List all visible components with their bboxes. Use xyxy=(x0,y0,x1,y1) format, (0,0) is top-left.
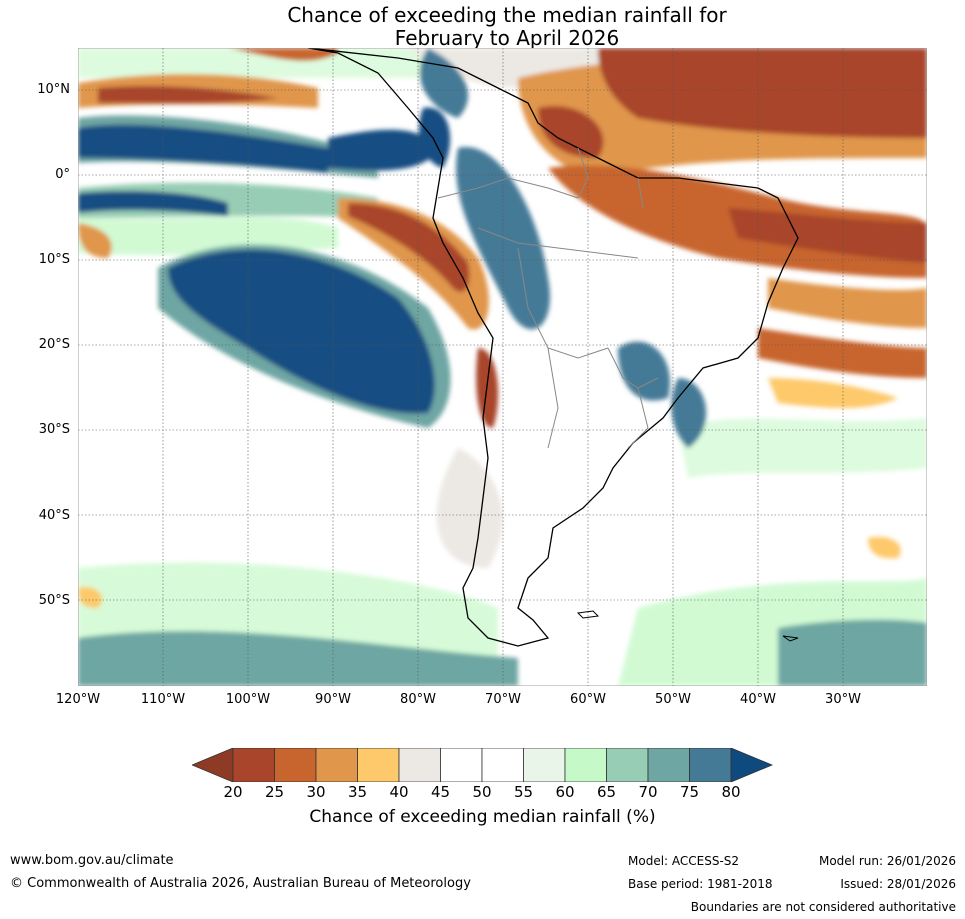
website-link[interactable]: www.bom.gov.au/climate xyxy=(10,853,174,868)
colorbar-segment xyxy=(274,748,317,782)
colorbar-segment xyxy=(398,748,441,782)
rainfall-map-svg xyxy=(78,48,927,686)
colorbar-tick: 55 xyxy=(513,783,534,801)
graticule xyxy=(78,48,927,686)
lon-label-100w: 100°W xyxy=(225,692,271,707)
colorbar-tick: 65 xyxy=(596,783,617,801)
lon-label-80w: 80°W xyxy=(400,692,436,707)
colorbar-tick: 35 xyxy=(347,783,368,801)
base-period: Base period: 1981-2018 xyxy=(628,877,773,891)
colorbar-segment xyxy=(689,748,732,782)
lat-label-30s: 30°S xyxy=(38,422,70,437)
colorbar-tick: 20 xyxy=(223,783,243,801)
colorbar-segment xyxy=(481,748,524,782)
title-line-1: Chance of exceeding the median rainfall … xyxy=(287,3,727,27)
colorbar-tick: 40 xyxy=(389,783,409,801)
lat-label-0: 0° xyxy=(55,167,70,182)
rainfall-field xyxy=(78,48,927,686)
colorbar-segment xyxy=(564,748,607,782)
colorbar-segment xyxy=(315,748,358,782)
colorbar-segment xyxy=(440,748,483,782)
lon-label-90w: 90°W xyxy=(315,692,351,707)
colorbar-tick: 80 xyxy=(721,783,741,801)
south-georgia xyxy=(782,635,799,642)
model-run-date: Model run: 26/01/2026 xyxy=(818,854,956,868)
colorbar-tick: 25 xyxy=(264,783,285,801)
lat-label-50s: 50°S xyxy=(38,593,70,608)
lon-label-120w: 120°W xyxy=(55,692,101,707)
lon-label-50w: 50°W xyxy=(655,692,691,707)
rainfall-map xyxy=(78,48,927,686)
lon-label-110w: 110°W xyxy=(140,692,186,707)
colorbar xyxy=(192,748,774,782)
lat-label-20s: 20°S xyxy=(38,337,70,352)
colorbar-label: Chance of exceeding median rainfall (%) xyxy=(309,807,656,827)
colorbar-segment xyxy=(232,748,275,782)
title-line-2: February to April 2026 xyxy=(394,26,620,50)
colorbar-tick: 30 xyxy=(306,783,326,801)
lon-label-40w: 40°W xyxy=(740,692,776,707)
colorbar-tick: 70 xyxy=(638,783,658,801)
chart-title: Chance of exceeding the median rainfall … xyxy=(0,4,965,50)
colorbar-segment xyxy=(606,748,649,782)
lat-label-40s: 40°S xyxy=(38,508,70,523)
colorbar-tick: 50 xyxy=(472,783,492,801)
colorbar-over-arrow xyxy=(730,748,774,782)
colorbar-tick: 60 xyxy=(555,783,575,801)
colorbar-segment xyxy=(647,748,690,782)
coastline-south-america xyxy=(307,48,799,647)
colorbar-tick: 45 xyxy=(430,783,451,801)
country-borders xyxy=(437,147,659,449)
issued-date: Issued: 28/01/2026 xyxy=(840,877,956,891)
colorbar-under-arrow xyxy=(192,748,234,782)
lon-label-70w: 70°W xyxy=(485,692,521,707)
lon-label-60w: 60°W xyxy=(570,692,606,707)
colorbar-segment xyxy=(357,748,400,782)
copyright-notice: © Commonwealth of Australia 2026, Austra… xyxy=(10,876,471,891)
lat-label-10n: 10°N xyxy=(37,82,70,97)
falkland-islands xyxy=(576,610,600,619)
lat-label-10s: 10°S xyxy=(38,252,70,267)
boundaries-disclaimer: Boundaries are not considered authoritat… xyxy=(690,900,956,914)
model-name: Model: ACCESS-S2 xyxy=(628,854,740,868)
colorbar-tick: 75 xyxy=(679,783,700,801)
lon-label-30w: 30°W xyxy=(825,692,861,707)
colorbar-segment xyxy=(523,748,566,782)
